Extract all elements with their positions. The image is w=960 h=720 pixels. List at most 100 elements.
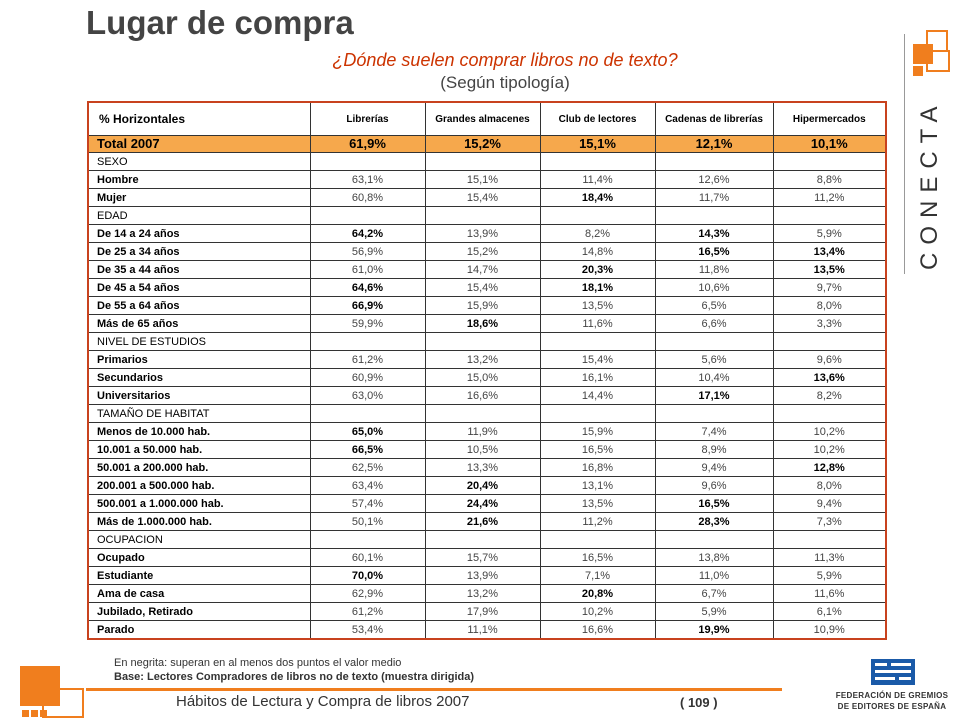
- table-cell: 20,3%: [539, 260, 656, 279]
- footer-divider: [86, 688, 782, 691]
- row-label: De 45 a 54 años: [87, 278, 311, 297]
- table-cell: 11,6%: [539, 314, 656, 333]
- table-cell: 18,1%: [539, 278, 656, 297]
- table-cell: 13,4%: [772, 242, 887, 261]
- table-cell: 10,2%: [772, 440, 887, 459]
- row-label: Más de 1.000.000 hab.: [87, 512, 311, 531]
- section-empty-cell: [309, 530, 426, 549]
- table-cell: 8,9%: [654, 440, 774, 459]
- footnote-base-text: Lectores Compradores de libros no de tex…: [147, 671, 475, 683]
- federacion-name: FEDERACIÓN DE GREMIOS DE EDITORES DE ESP…: [822, 690, 960, 712]
- conecta-square-large: [913, 44, 933, 64]
- table-cell: 13,2%: [424, 584, 541, 603]
- section-label: EDAD: [87, 206, 311, 225]
- table-cell: 13,8%: [654, 548, 774, 567]
- table-cell: 14,8%: [539, 242, 656, 261]
- row-label: 500.001 a 1.000.000 hab.: [87, 494, 311, 513]
- total-label: Total 2007: [87, 135, 311, 153]
- table-row: De 14 a 24 años 64,2% 13,9% 8,2% 14,3% 5,9%: [87, 224, 887, 243]
- table-cell: 16,5%: [539, 548, 656, 567]
- table-cell: 16,5%: [539, 440, 656, 459]
- federacion-emblem-icon: [871, 659, 915, 685]
- table-cell: 11,6%: [772, 584, 887, 603]
- table-cell: 19,9%: [654, 620, 774, 640]
- column-header: Cadenas de librerías: [654, 101, 774, 136]
- section-label: OCUPACION: [87, 530, 311, 549]
- federacion-line2: DE EDITORES DE ESPAÑA: [837, 702, 947, 711]
- table-cell: 11,2%: [539, 512, 656, 531]
- corner-logo-dot: [22, 710, 29, 717]
- table-row: Secundarios 60,9% 15,0% 16,1% 10,4% 13,6%: [87, 368, 887, 387]
- table-cell: 11,1%: [424, 620, 541, 640]
- table-cell: 6,6%: [654, 314, 774, 333]
- header-row: % Horizontales Librerías Grandes almacenes…: [87, 101, 887, 136]
- table-cell: 16,8%: [539, 458, 656, 477]
- table-row: 200.001 a 500.000 hab. 63,4% 20,4% 13,1% 9,6…: [87, 476, 887, 495]
- footnote-base: Base: Lectores Compradores de libros no …: [114, 670, 474, 684]
- table-cell: 5,9%: [654, 602, 774, 621]
- footnote-base-label: Base:: [114, 671, 144, 683]
- table-cell: 5,6%: [654, 350, 774, 369]
- table-cell: 14,4%: [539, 386, 656, 405]
- section-row: OCUPACION: [87, 530, 887, 549]
- row-label: Menos de 10.000 hab.: [87, 422, 311, 441]
- row-label: Secundarios: [87, 368, 311, 387]
- table-cell: 13,6%: [772, 368, 887, 387]
- footnote-bold-legend: En negrita: superan en al menos dos punt…: [114, 657, 402, 669]
- total-cell: 61,9%: [309, 135, 426, 153]
- table-row: Primarios 61,2% 13,2% 15,4% 5,6% 9,6%: [87, 350, 887, 369]
- typology-subtitle: (Según tipología): [440, 73, 570, 92]
- section-empty-cell: [539, 152, 656, 171]
- table-cell: 60,1%: [309, 548, 426, 567]
- table-cell: 15,1%: [424, 170, 541, 189]
- table-cell: 15,4%: [424, 278, 541, 297]
- section-empty-cell: [424, 404, 541, 423]
- corner-logo-square: [20, 666, 60, 706]
- table-cell: 13,1%: [539, 476, 656, 495]
- table-cell: 63,4%: [309, 476, 426, 495]
- table-row: Menos de 10.000 hab. 65,0% 11,9% 15,9% 7,4% 1…: [87, 422, 887, 441]
- row-label: Mujer: [87, 188, 311, 207]
- table-cell: 16,1%: [539, 368, 656, 387]
- table-cell: 5,9%: [772, 224, 887, 243]
- table-cell: 12,6%: [654, 170, 774, 189]
- section-empty-cell: [654, 404, 774, 423]
- table-cell: 21,6%: [424, 512, 541, 531]
- table-row: Parado 53,4% 11,1% 16,6% 19,9% 10,9%: [87, 620, 887, 640]
- table-cell: 15,9%: [424, 296, 541, 315]
- section-row: NIVEL DE ESTUDIOS: [87, 332, 887, 351]
- section-empty-cell: [309, 152, 426, 171]
- table-cell: 63,0%: [309, 386, 426, 405]
- table-cell: 16,5%: [654, 494, 774, 513]
- total-cell: 15,1%: [539, 135, 656, 153]
- page-number: ( 109 ): [680, 695, 718, 710]
- row-label: Universitarios: [87, 386, 311, 405]
- table-cell: 70,0%: [309, 566, 426, 585]
- table-row: 50.001 a 200.000 hab. 62,5% 13,3% 16,8% 9,4%…: [87, 458, 887, 477]
- table-row: Mujer 60,8% 15,4% 18,4% 11,7% 11,2%: [87, 188, 887, 207]
- table-row: De 45 a 54 años 64,6% 15,4% 18,1% 10,6% 9,7%: [87, 278, 887, 297]
- table-cell: 64,6%: [309, 278, 426, 297]
- table-cell: 9,4%: [654, 458, 774, 477]
- table-cell: 10,2%: [539, 602, 656, 621]
- conecta-divider: [904, 34, 905, 274]
- table-cell: 28,3%: [654, 512, 774, 531]
- table-cell: 9,6%: [654, 476, 774, 495]
- table-row: Hombre 63,1% 15,1% 11,4% 12,6% 8,8%: [87, 170, 887, 189]
- section-empty-cell: [654, 152, 774, 171]
- footer-title: Hábitos de Lectura y Compra de libros 20…: [176, 693, 470, 710]
- table-cell: 8,2%: [772, 386, 887, 405]
- table-cell: 66,5%: [309, 440, 426, 459]
- column-header: Club de lectores: [539, 101, 656, 136]
- conecta-wordmark-text: CONECTA: [916, 98, 943, 270]
- table-cell: 6,1%: [772, 602, 887, 621]
- table-cell: 3,3%: [772, 314, 887, 333]
- table-row: De 55 a 64 años 66,9% 15,9% 13,5% 6,5% 8,0%: [87, 296, 887, 315]
- table-cell: 16,5%: [654, 242, 774, 261]
- section-empty-cell: [772, 404, 887, 423]
- row-label: De 25 a 34 años: [87, 242, 311, 261]
- table-cell: 8,0%: [772, 296, 887, 315]
- table-cell: 12,8%: [772, 458, 887, 477]
- table-row: 500.001 a 1.000.000 hab. 57,4% 24,4% 13,5% 1…: [87, 494, 887, 513]
- table-row: Ocupado 60,1% 15,7% 16,5% 13,8% 11,3%: [87, 548, 887, 567]
